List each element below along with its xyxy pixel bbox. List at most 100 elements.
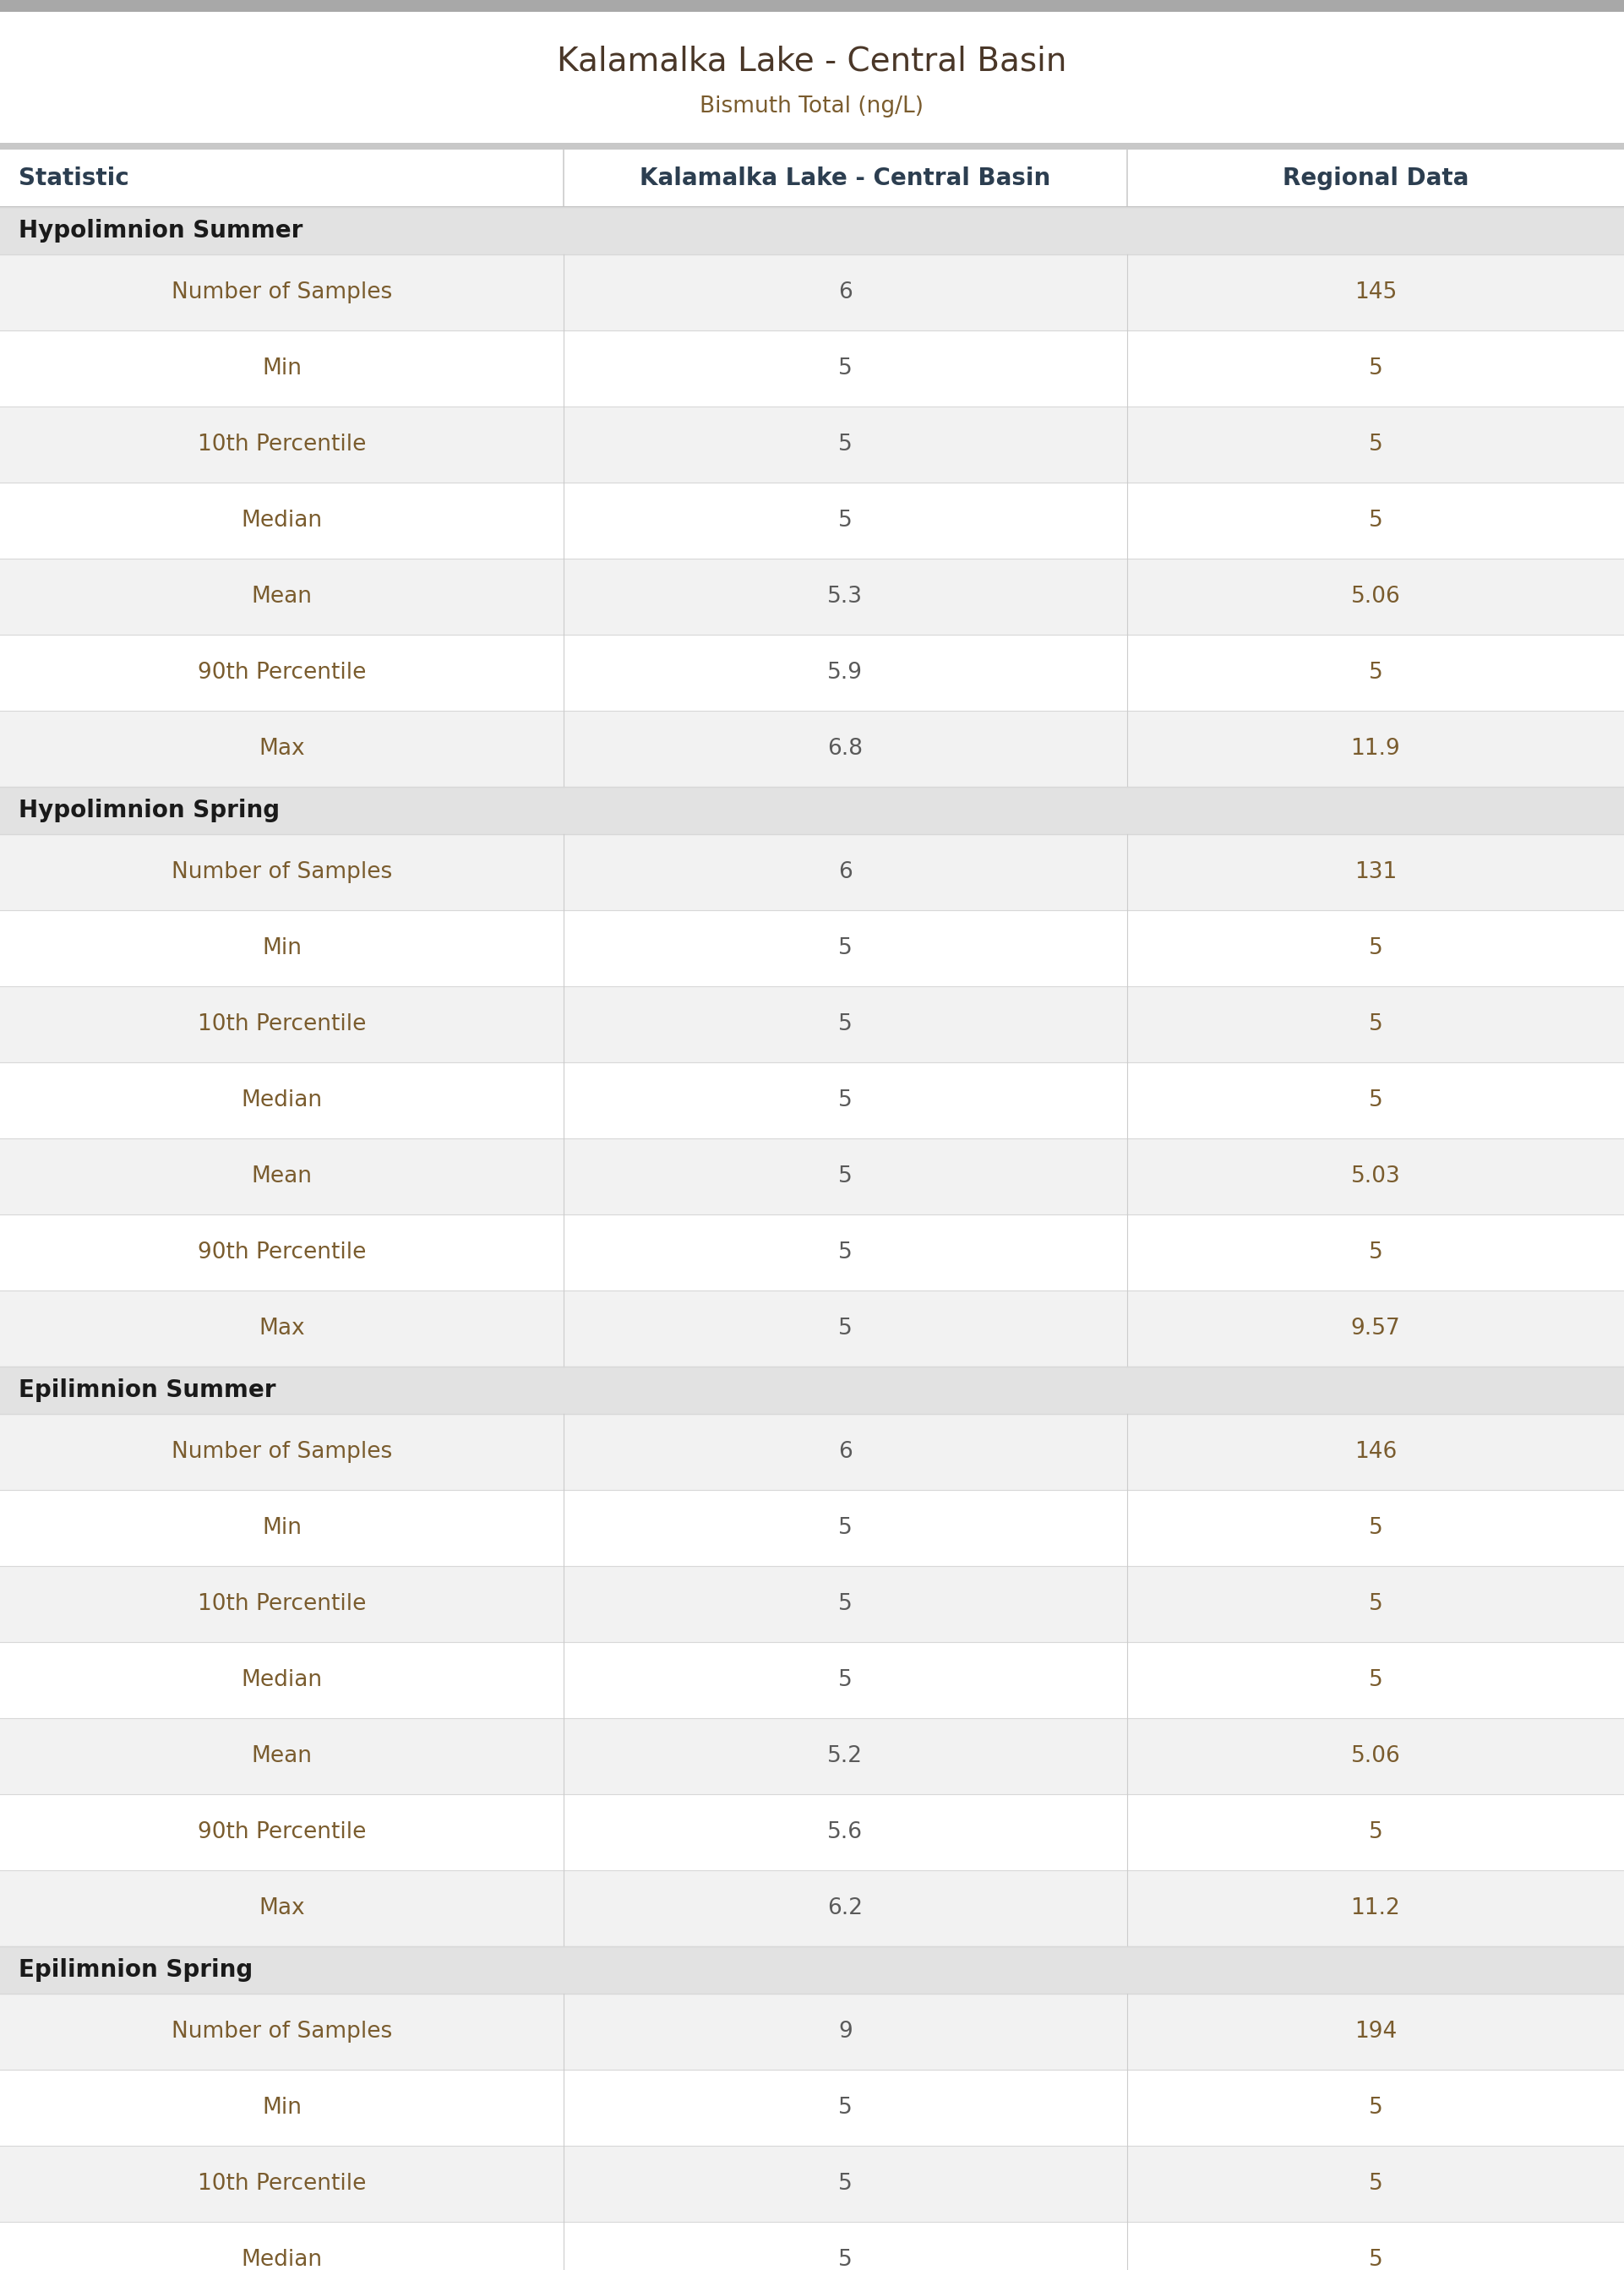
Text: 5.03: 5.03 xyxy=(1351,1165,1400,1187)
Bar xyxy=(0,1414,1624,1489)
Text: 146: 146 xyxy=(1354,1441,1397,1462)
Bar xyxy=(0,484,1624,558)
Text: 5: 5 xyxy=(838,938,853,960)
Text: 5: 5 xyxy=(1369,1594,1382,1614)
Text: 145: 145 xyxy=(1354,281,1397,304)
Text: 5: 5 xyxy=(1369,356,1382,379)
Text: Max: Max xyxy=(258,738,305,760)
Text: 5: 5 xyxy=(838,2250,853,2270)
Text: Epilimnion Summer: Epilimnion Summer xyxy=(18,1378,276,1403)
Text: 5: 5 xyxy=(1369,1516,1382,1539)
Bar xyxy=(0,331,1624,406)
Text: Statistic: Statistic xyxy=(18,166,128,191)
Text: 6: 6 xyxy=(838,860,853,883)
Bar xyxy=(0,1137,1624,1214)
Text: 5: 5 xyxy=(838,1090,853,1112)
Text: 5: 5 xyxy=(1369,1090,1382,1112)
Text: 5: 5 xyxy=(838,1012,853,1035)
Bar xyxy=(0,1993,1624,2070)
Bar xyxy=(0,1566,1624,1641)
Text: Median: Median xyxy=(240,1668,323,1691)
Bar xyxy=(0,2070,1624,2145)
Text: Max: Max xyxy=(258,1898,305,1918)
Bar xyxy=(0,2222,1624,2270)
Bar xyxy=(0,1062,1624,1137)
Text: Number of Samples: Number of Samples xyxy=(172,281,391,304)
Text: Mean: Mean xyxy=(252,1165,312,1187)
Text: 10th Percentile: 10th Percentile xyxy=(198,434,365,456)
Bar xyxy=(0,636,1624,711)
Text: 5.2: 5.2 xyxy=(828,1746,862,1766)
Text: 5: 5 xyxy=(1369,2172,1382,2195)
Bar xyxy=(0,1367,1624,1414)
Text: 5: 5 xyxy=(838,1242,853,1264)
Bar xyxy=(0,254,1624,331)
Text: Kalamalka Lake - Central Basin: Kalamalka Lake - Central Basin xyxy=(557,45,1067,77)
Bar xyxy=(0,143,1624,150)
Text: 5: 5 xyxy=(1369,2250,1382,2270)
Text: 5: 5 xyxy=(1369,508,1382,531)
Text: 5.06: 5.06 xyxy=(1351,586,1400,608)
Bar xyxy=(0,1718,1624,1793)
Text: Min: Min xyxy=(261,2097,302,2118)
Text: 5: 5 xyxy=(838,1317,853,1339)
Text: Regional Data: Regional Data xyxy=(1283,166,1468,191)
Text: 5: 5 xyxy=(838,2097,853,2118)
Text: 5: 5 xyxy=(1369,938,1382,960)
Bar xyxy=(0,985,1624,1062)
Text: Median: Median xyxy=(240,1090,323,1112)
Text: 5: 5 xyxy=(838,1165,853,1187)
Text: 5: 5 xyxy=(1369,434,1382,456)
Text: 5: 5 xyxy=(838,1668,853,1691)
Text: 5.3: 5.3 xyxy=(828,586,862,608)
Text: 10th Percentile: 10th Percentile xyxy=(198,2172,365,2195)
Bar xyxy=(0,1945,1624,1993)
Bar xyxy=(0,1793,1624,1870)
Text: 194: 194 xyxy=(1354,2020,1397,2043)
Text: Mean: Mean xyxy=(252,1746,312,1766)
Text: 5: 5 xyxy=(838,434,853,456)
Text: 90th Percentile: 90th Percentile xyxy=(198,1242,365,1264)
Text: 5.06: 5.06 xyxy=(1351,1746,1400,1766)
Text: 90th Percentile: 90th Percentile xyxy=(198,663,365,683)
Bar xyxy=(0,1641,1624,1718)
Text: 5: 5 xyxy=(1369,1012,1382,1035)
Text: 9: 9 xyxy=(838,2020,853,2043)
Text: 6: 6 xyxy=(838,281,853,304)
Text: 5: 5 xyxy=(838,1594,853,1614)
Text: Number of Samples: Number of Samples xyxy=(172,860,391,883)
Bar xyxy=(0,558,1624,636)
Bar xyxy=(0,2145,1624,2222)
Text: 5: 5 xyxy=(1369,663,1382,683)
Bar xyxy=(0,0,1624,11)
Text: Max: Max xyxy=(258,1317,305,1339)
Text: 9.57: 9.57 xyxy=(1351,1317,1400,1339)
Text: 5: 5 xyxy=(1369,1242,1382,1264)
Text: Kalamalka Lake - Central Basin: Kalamalka Lake - Central Basin xyxy=(640,166,1051,191)
Bar xyxy=(0,1489,1624,1566)
Bar xyxy=(0,788,1624,833)
Bar xyxy=(0,1292,1624,1367)
Bar xyxy=(0,711,1624,788)
Bar xyxy=(0,1870,1624,1945)
Bar xyxy=(0,833,1624,910)
Text: Hypolimnion Spring: Hypolimnion Spring xyxy=(18,799,279,822)
Text: 131: 131 xyxy=(1354,860,1397,883)
Bar xyxy=(0,910,1624,985)
Text: 5: 5 xyxy=(1369,1668,1382,1691)
Text: Mean: Mean xyxy=(252,586,312,608)
Text: 11.9: 11.9 xyxy=(1351,738,1400,760)
Text: Median: Median xyxy=(240,2250,323,2270)
Text: 10th Percentile: 10th Percentile xyxy=(198,1594,365,1614)
Text: 5: 5 xyxy=(838,356,853,379)
Text: Hypolimnion Summer: Hypolimnion Summer xyxy=(18,218,302,243)
Text: Epilimnion Spring: Epilimnion Spring xyxy=(18,1959,253,1982)
Text: 5: 5 xyxy=(838,2172,853,2195)
Text: Min: Min xyxy=(261,356,302,379)
Text: 5: 5 xyxy=(838,1516,853,1539)
Bar xyxy=(0,150,1624,207)
Text: Number of Samples: Number of Samples xyxy=(172,1441,391,1462)
Text: Min: Min xyxy=(261,1516,302,1539)
Text: 6: 6 xyxy=(838,1441,853,1462)
Text: 10th Percentile: 10th Percentile xyxy=(198,1012,365,1035)
